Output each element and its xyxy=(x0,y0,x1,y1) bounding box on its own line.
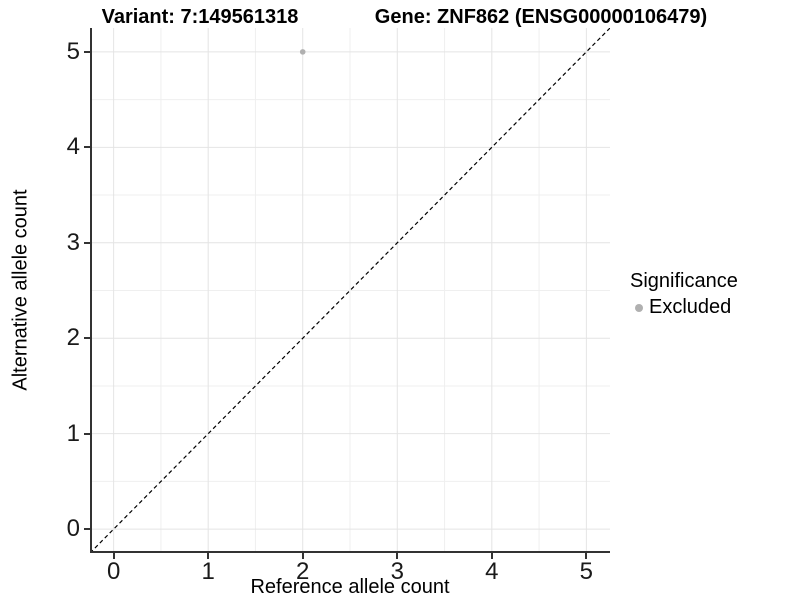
x-tick-mark xyxy=(112,553,115,559)
plot-title-variant: Variant: 7:149561318 xyxy=(101,6,299,28)
x-tick-label: 0 xyxy=(106,558,121,585)
x-tick-label: 2 xyxy=(296,558,310,585)
x-tick-label: 3 xyxy=(390,558,404,585)
data-point xyxy=(299,49,306,55)
x-tick-label: 1 xyxy=(201,558,215,585)
x-tick-mark xyxy=(396,553,399,559)
y-tick-mark xyxy=(84,241,90,244)
x-tick-label: 5 xyxy=(579,558,594,585)
x-tick-mark xyxy=(301,553,304,559)
legend-title: Significance xyxy=(630,270,738,292)
y-axis-title: Alternative allele count xyxy=(9,189,32,391)
legend-item: Excluded xyxy=(630,296,738,319)
y-tick-mark xyxy=(84,337,90,340)
y-tick-label: 4 xyxy=(66,133,80,161)
y-tick-label: 1 xyxy=(66,419,80,447)
plot-panel-svg xyxy=(90,28,610,553)
x-tick-mark xyxy=(585,553,588,559)
y-tick-label: 2 xyxy=(66,324,80,352)
x-tick-mark xyxy=(490,553,493,559)
legend-key-dot-icon xyxy=(635,303,643,312)
y-tick-label: 3 xyxy=(66,228,80,256)
y-tick-mark xyxy=(84,146,90,149)
x-tick-mark xyxy=(207,553,210,559)
plot-title-gene: Gene: ZNF862 (ENSG00000106479) xyxy=(374,6,708,28)
y-tick-mark xyxy=(84,528,90,531)
y-tick-mark xyxy=(84,50,90,53)
x-axis-title: Reference allele count xyxy=(250,576,450,598)
legend-item-label: Excluded xyxy=(649,296,732,318)
y-tick-label: 0 xyxy=(66,515,80,543)
y-tick-label: 5 xyxy=(66,37,80,65)
x-tick-label: 4 xyxy=(485,558,499,585)
y-tick-mark xyxy=(84,432,90,435)
plot-panel xyxy=(90,28,610,553)
legend: Significance Excluded xyxy=(630,270,738,319)
